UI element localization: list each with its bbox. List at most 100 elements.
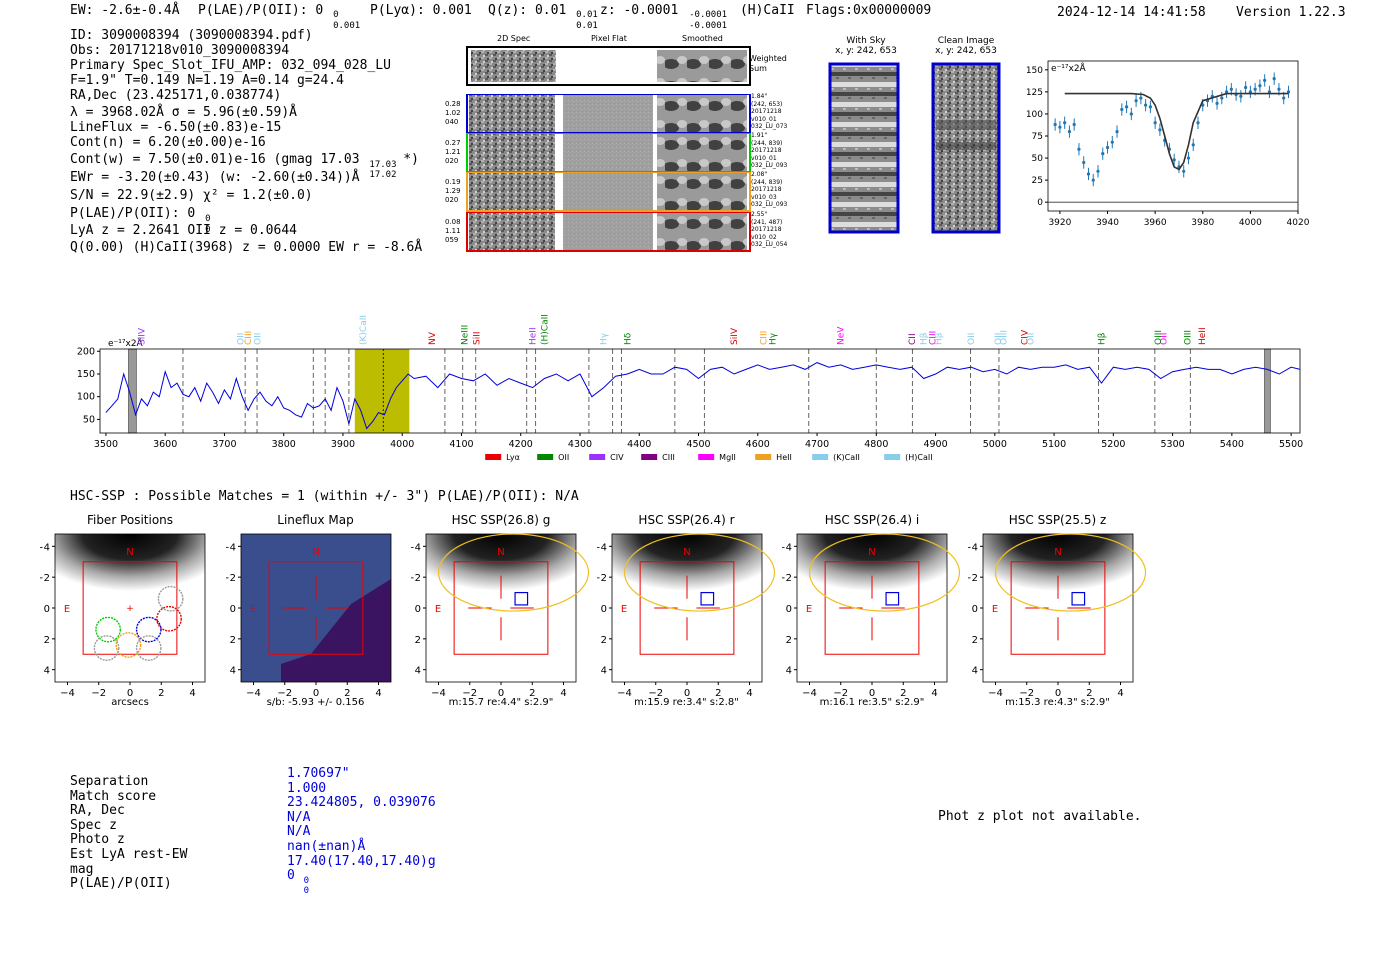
cutout-y-tick-label: −2 (226, 573, 236, 584)
spec-absorption-label: Hγ (769, 332, 779, 345)
hsc-panel-title: Fiber Positions (86, 513, 174, 527)
fit-data-point (1139, 96, 1143, 100)
spec-plot-frame (99, 348, 1301, 434)
cutout-y-tick-label: −2 (40, 573, 50, 584)
hsc-panel-title: Lineflux Map (277, 513, 354, 527)
north-label: N (126, 547, 133, 558)
spec-x-tick-label: 3500 (94, 439, 118, 450)
info-cont-w-text: Cont(w) = 7.50(±0.01)e-16 (gmag 17.03 (70, 152, 360, 167)
spec-absorption-label: CII (908, 333, 918, 345)
fiber-stamp-line: 032_LU_054 (751, 241, 788, 249)
hsc-panel-caption: m:16.1 re:3.5" s:2.9" (819, 697, 925, 708)
cutout-x-tick-label: 2 (158, 688, 164, 699)
spec-absorption-label: (H)CaII (540, 314, 550, 345)
spec-absorption-label: Hβ (920, 332, 930, 345)
cutout-x-tick-label: −2 (91, 688, 106, 699)
match-marker (514, 591, 529, 606)
spec-x-tick-label: 4500 (686, 439, 710, 450)
fiber-spec-panel: 2D Spec Pixel Flat Smoothed Weighted Sum… (445, 30, 795, 255)
info-params: F=1.9" T=0.149 N=1.19 A=0.14 g=24.4 (70, 73, 344, 88)
fit-data-point (1153, 121, 1157, 125)
fiber-2d-spec (469, 213, 555, 250)
fiber-2d-spec (469, 134, 555, 171)
fiber-circle (156, 605, 182, 632)
spec-absorption-label: CIII (244, 331, 254, 345)
spec-y-unit-label: e⁻¹⁷x2Å (108, 337, 144, 349)
cutout-x-tick-label: 4 (375, 688, 381, 699)
spec-legend-label: Lyα (506, 453, 520, 462)
fit-data-point (1115, 129, 1119, 134)
line-fit-chart: 3920 3940 3960 3980 4000 4020 0 25 50 75 100 125 150… (1015, 56, 1335, 236)
fit-plot-frame (1047, 60, 1299, 212)
fit-y-tick-label: 150 (1026, 66, 1043, 76)
spec-absorption-label: OII (236, 333, 246, 345)
match-key-plae: P(LAE)/P(OII) (70, 876, 172, 892)
info-q-line: Q(0.00) (H)CaII(3968) z = 0.0000 EW r = … (70, 240, 423, 255)
cutout-x-tick-label: 2 (529, 688, 535, 699)
fiber-pixel-flat (563, 95, 653, 132)
fiber-row-images (466, 132, 751, 173)
fit-data-point (1072, 122, 1076, 127)
fit-data-point (1148, 105, 1152, 109)
spec-y-tick-label: 100 (77, 392, 95, 403)
spec-data-line (105, 362, 1301, 430)
fit-data-point (1191, 143, 1195, 147)
spec-legend-label: CIV (610, 453, 624, 462)
cutout-x-tick-label: 2 (344, 688, 350, 699)
spec-x-tick-label: 5400 (1220, 439, 1244, 450)
fit-x-tick-label: 3920 (1048, 218, 1071, 228)
header-qz: Q(z): 0.01 0.01 0.01 (488, 3, 600, 31)
spec-x-tick-label: 5000 (983, 439, 1007, 450)
aperture-ellipse (808, 533, 961, 612)
cutout-x-tick-label: 0 (683, 688, 689, 699)
match-plae-sup: 0 (303, 876, 310, 887)
fiber-2d-spec (469, 95, 555, 132)
info-plae-text: P(LAE)/P(OII): 0 (70, 206, 196, 221)
fiber-row: 0.08 1.11 059 2.55" (241, 487) 20171218 v010_0… (445, 211, 795, 252)
galaxy-blob (797, 534, 947, 616)
header-z-sub: -0.0001 (689, 21, 728, 31)
info-gmag-sub: 17.02 (369, 170, 397, 180)
fit-data-point (1124, 105, 1129, 109)
spec-legend-swatch (698, 454, 715, 460)
cutout-x-tick-label: −4 (60, 688, 75, 699)
spec-absorption-label: SiIV (730, 327, 740, 345)
clean-image-panel: Clean Image x, y: 242, 653 (926, 36, 1006, 241)
info-plae-sup: 0 (205, 214, 211, 224)
hsc-panel-caption: m:15.9 re:3.4" s:2.8" (634, 697, 739, 708)
info-lambda: λ = 3968.02Å σ = 5.96(±0.59)Å (70, 105, 297, 120)
fit-y-tick-label: 75 (1032, 132, 1043, 142)
search-box (268, 561, 363, 655)
spec-x-tick-label: 5500 (1279, 439, 1303, 450)
cutout-x-tick-label: 2 (715, 688, 721, 699)
header-z-sup: -0.0001 (689, 10, 728, 20)
lineflux-dark-region (280, 579, 391, 682)
cutout-x-tick-label: 2 (1086, 688, 1092, 699)
hsc-panel-lineflux: Lineflux Map N E −4 4 −2 2 0 0 2 −2 4 −4 s/b: -5.93 +… (226, 510, 411, 715)
info-plae: P(LAE)/P(OII): 0 0 0 (70, 206, 215, 235)
fit-x-tick-label: 4020 (1287, 218, 1310, 228)
fiber-circle (157, 585, 184, 612)
hsc-panel-title: HSC SSP(26.4) r (638, 513, 735, 527)
north-label: N (497, 547, 504, 558)
spec-absorption-label: OII (1160, 333, 1170, 345)
fit-y-tick-label: 125 (1026, 88, 1043, 98)
header-plae: P(LAE)/P(OII): 0 0 0.001 (198, 3, 361, 31)
aperture-ellipse (994, 533, 1146, 612)
cutout-y-tick-label: −4 (597, 542, 607, 553)
match-key-mag: mag (70, 861, 94, 877)
spec-mask-bar (1264, 348, 1271, 434)
hsc-panels: Fiber Positions + N E −4 4 −2 2 0 0 2 −2 4 −4 arcsecs L… (40, 510, 1170, 715)
cutout-y-tick-label: 2 (971, 635, 977, 646)
fit-data-point (1258, 84, 1262, 88)
match-val-lya-ew: nan(±nan)Å (287, 838, 366, 854)
spec-absorption-label: SiII (472, 331, 482, 345)
north-label: N (683, 547, 690, 558)
fiber-stat: 1.29 (445, 187, 461, 195)
cutout-y-tick-label: 0 (415, 604, 421, 615)
cutout-x-tick-label: 0 (127, 688, 133, 699)
hsc-panel-svg: N E −4 4 −2 2 0 0 2 −2 4 −4 (226, 533, 391, 699)
east-label: E (620, 604, 626, 615)
fit-y-tick-label: 50 (1032, 154, 1044, 164)
